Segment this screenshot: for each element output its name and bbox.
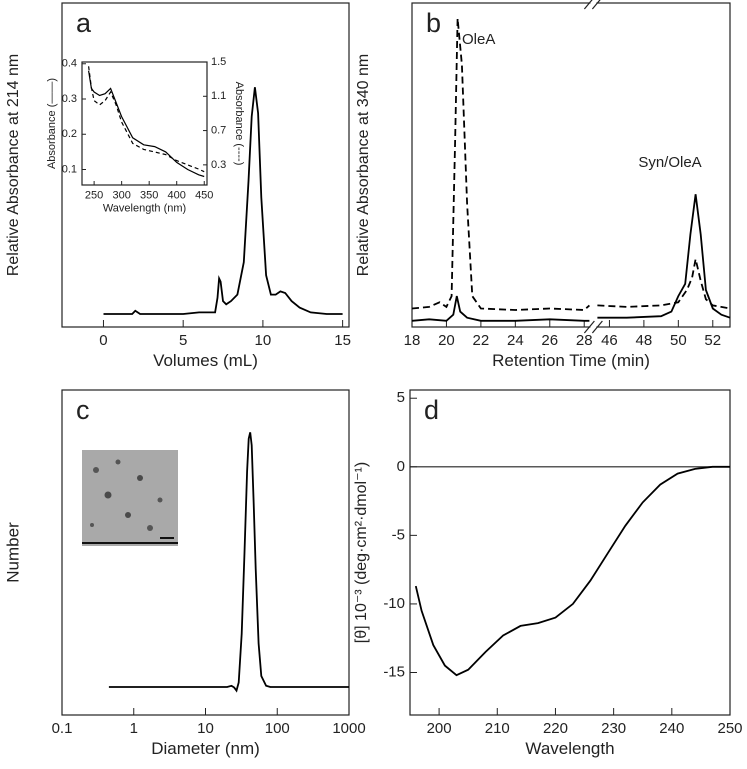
x-tick-label: 50	[670, 332, 687, 349]
plot-frame	[61, 2, 350, 328]
particle	[93, 467, 99, 473]
x-tick-label: 52	[704, 332, 721, 349]
x-tick-label: 10	[197, 720, 214, 737]
x-tick-label: 400	[168, 189, 186, 201]
y2-tick-label: 0.3	[211, 159, 226, 171]
x-tick-label: 0	[99, 332, 107, 349]
y-axis-label: Relative Absorbance at 340 nm	[355, 54, 372, 276]
x-tick-label: 46	[601, 332, 618, 349]
axis-break-mark	[583, 320, 595, 334]
series-line	[411, 18, 731, 311]
x-tick-label: 20	[438, 332, 455, 349]
particle	[104, 491, 112, 499]
x-tick-label: 22	[473, 332, 490, 349]
y2-tick-label: 1.1	[211, 90, 226, 102]
x-axis-label: Wavelength (nm)	[103, 203, 186, 215]
x-tick-label: 1000	[332, 720, 365, 737]
panel: 18 20 22 24 26 28 46 48 50 52 b Retention Time (min…	[355, 0, 731, 370]
y-tick-label: 0	[397, 458, 405, 475]
axis-break-gap	[590, 1, 597, 5]
y2-tick-label: 1.5	[211, 56, 226, 68]
panel-label: c	[76, 395, 90, 425]
x-tick-label: 210	[485, 720, 510, 737]
series-line	[103, 87, 343, 315]
axis-break-mark	[583, 0, 593, 10]
panel: 0 5 10 15 a Volumes (mL) Relative Absorbance a…	[5, 2, 351, 370]
y-tick-label: 5	[397, 389, 405, 406]
plot-frame	[61, 389, 350, 716]
axis-break-mark	[591, 320, 603, 334]
axis-break-gap	[590, 325, 597, 329]
series-line	[88, 70, 205, 178]
y2-tick-label: 0.7	[211, 124, 226, 136]
y-axis-label: Relative Absorbance at 214 nm	[5, 54, 22, 276]
y-tick-label: 0.4	[62, 58, 77, 70]
particle	[137, 475, 143, 481]
x-tick-label: 15	[334, 332, 351, 349]
x-tick-label: 18	[404, 332, 421, 349]
particle	[147, 525, 153, 531]
axis-break-mark	[591, 0, 601, 10]
annotation: Syn/OleA	[638, 154, 701, 171]
x-axis-label: Diameter (nm)	[151, 739, 260, 758]
series-line	[88, 66, 205, 173]
x-tick-label: 300	[112, 189, 130, 201]
panel-label: b	[426, 8, 441, 38]
x-tick-label: 24	[507, 332, 524, 349]
x-tick-label: 10	[255, 332, 272, 349]
particle	[125, 512, 131, 518]
panel: 200 210 220 230 240 250 5 0 -5 -10 -15 d Wavelength […	[353, 389, 742, 758]
y-tick-label: 0.3	[62, 93, 77, 105]
series-line	[414, 465, 730, 677]
y-tick-label: 0.1	[62, 163, 77, 175]
panel-label: d	[424, 395, 439, 425]
annotation: OleA	[462, 31, 495, 48]
tem-image	[82, 450, 178, 546]
y-axis-label: [θ] 10⁻³ (deg·cm²·dmol⁻¹)	[353, 462, 370, 643]
y2-axis-label: Absorbance (----)	[233, 82, 245, 166]
y-axis-label: Number	[3, 522, 22, 583]
y-tick-label: -5	[392, 526, 405, 543]
series-line	[411, 194, 731, 322]
x-tick-label: 100	[265, 720, 290, 737]
y-axis-label: Absorbance (——)	[46, 78, 58, 169]
particle	[90, 523, 94, 527]
x-tick-label: 350	[140, 189, 158, 201]
series-line	[108, 432, 349, 693]
x-tick-label: 250	[717, 720, 742, 737]
x-tick-label: 0.1	[52, 720, 73, 737]
plot-frame	[411, 2, 731, 328]
x-axis-label: Wavelength	[525, 739, 614, 758]
x-tick-label: 450	[195, 189, 213, 201]
y-tick-label: -15	[383, 663, 405, 680]
y-tick-label: -10	[383, 595, 405, 612]
x-tick-label: 220	[543, 720, 568, 737]
x-axis-label: Retention Time (min)	[492, 351, 650, 370]
x-tick-label: 240	[659, 720, 684, 737]
x-tick-label: 26	[541, 332, 558, 349]
panel: 0.1 1 10 100 1000 c Diameter (nm) Number	[3, 389, 366, 758]
particle	[157, 497, 163, 503]
x-tick-label: 230	[601, 720, 626, 737]
x-tick-label: 28	[576, 332, 593, 349]
x-tick-label: 200	[427, 720, 452, 737]
plot-frame	[81, 61, 208, 186]
x-tick-label: 250	[85, 189, 103, 201]
x-tick-label: 5	[179, 332, 187, 349]
panel-label: a	[76, 8, 92, 38]
plot-frame	[409, 389, 731, 716]
x-tick-label: 48	[636, 332, 653, 349]
x-axis-label: Volumes (mL)	[153, 351, 258, 370]
y-tick-label: 0.2	[62, 128, 77, 140]
tem-inset	[82, 450, 178, 546]
x-tick-label: 1	[130, 720, 138, 737]
particle	[115, 459, 121, 465]
panel: 250 300 350 400 450 0.1 0.2 0.3 0.4 0.3 0.7 1.1 1.5 W…	[46, 56, 245, 215]
